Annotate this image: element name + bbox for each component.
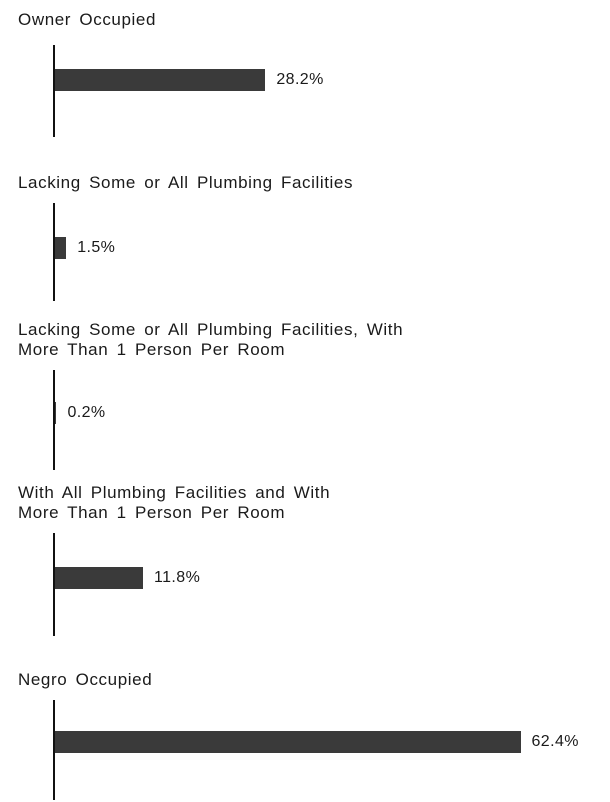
axis-line [53,203,55,301]
value-label: 11.8% [154,569,201,586]
axis-line [53,700,55,800]
value-label: 62.4% [531,733,579,750]
axis-line [53,45,55,137]
bar [55,731,521,753]
value-label: 0.2% [67,404,106,421]
bar [55,69,266,91]
bar [55,567,144,589]
category-title: Lacking Some or All Plumbing Facilities [18,173,354,192]
bar [55,402,57,424]
value-label: 28.2% [276,71,324,88]
category-title: Lacking Some or All Plumbing Facilities,… [18,320,404,359]
category-title: With All Plumbing Facilities and With Mo… [18,483,331,522]
axis-line [53,370,55,470]
value-label: 1.5% [77,239,116,256]
axis-line [53,533,55,636]
category-title: Negro Occupied [18,670,153,689]
bar [55,237,67,259]
category-title: Owner Occupied [18,10,157,29]
